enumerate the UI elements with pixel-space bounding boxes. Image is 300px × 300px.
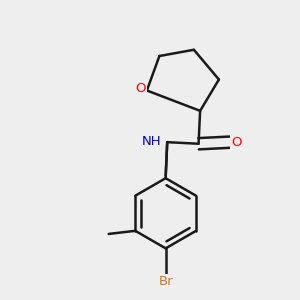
Text: O: O	[232, 136, 242, 149]
Text: Br: Br	[158, 275, 173, 288]
Text: O: O	[135, 82, 146, 95]
Text: NH: NH	[142, 135, 162, 148]
